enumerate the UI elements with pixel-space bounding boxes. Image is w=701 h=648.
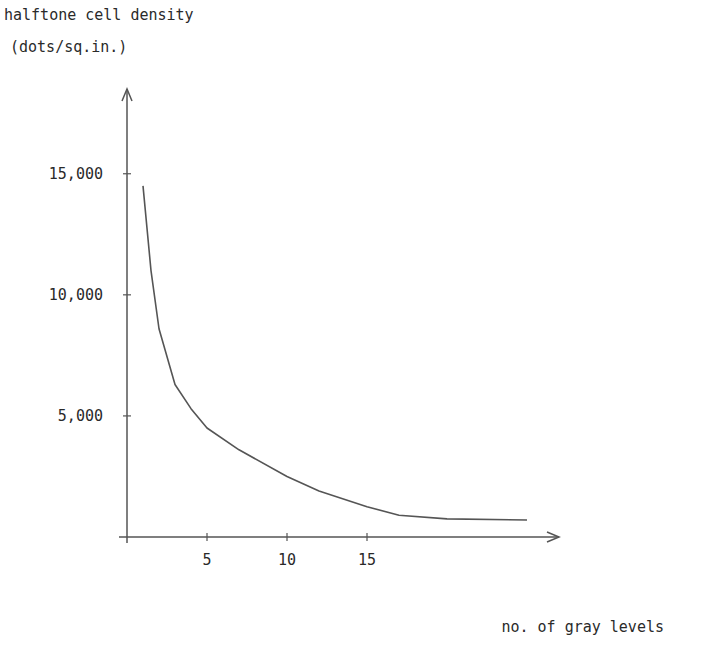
data-line xyxy=(143,186,527,520)
y-tick xyxy=(123,173,131,174)
chart: 5 10 15 5,000 10,000 15,000 halftone cell dens… xyxy=(0,0,701,648)
x-axis-title: no. of gray levels xyxy=(501,618,664,636)
y-tick-label: 5,000 xyxy=(58,407,103,425)
y-axis-unit: (dots/sq.in.) xyxy=(10,38,127,56)
y-axis xyxy=(126,89,128,543)
y-arrow xyxy=(122,89,132,101)
x-arrow xyxy=(547,532,559,542)
y-tick-label: 15,000 xyxy=(49,165,103,183)
y-tick xyxy=(123,415,131,416)
plot-area xyxy=(143,186,527,520)
x-tick xyxy=(366,533,367,541)
x-tick xyxy=(286,533,287,541)
x-tick-label: 10 xyxy=(278,551,296,569)
x-tick xyxy=(206,533,207,541)
y-axis-title: halftone cell density xyxy=(4,6,194,24)
y-tick xyxy=(123,294,131,295)
x-tick-label: 15 xyxy=(358,551,376,569)
x-axis xyxy=(119,536,559,538)
x-tick-label: 5 xyxy=(202,551,211,569)
y-tick-label: 10,000 xyxy=(49,286,103,304)
